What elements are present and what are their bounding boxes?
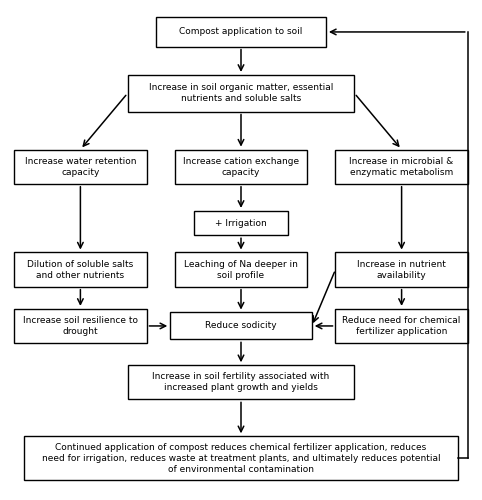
FancyBboxPatch shape (175, 150, 307, 184)
FancyBboxPatch shape (156, 18, 326, 46)
FancyBboxPatch shape (335, 252, 468, 286)
Text: + Irrigation: + Irrigation (215, 218, 267, 228)
Text: Continued application of compost reduces chemical fertilizer application, reduce: Continued application of compost reduces… (41, 442, 441, 474)
FancyBboxPatch shape (14, 252, 147, 286)
Text: Increase water retention
capacity: Increase water retention capacity (25, 156, 136, 177)
Text: Increase soil resilience to
drought: Increase soil resilience to drought (23, 316, 138, 336)
Text: Reduce sodicity: Reduce sodicity (205, 322, 277, 330)
FancyBboxPatch shape (335, 309, 468, 343)
FancyBboxPatch shape (175, 252, 307, 286)
FancyBboxPatch shape (194, 211, 288, 236)
Text: Leaching of Na deeper in
soil profile: Leaching of Na deeper in soil profile (184, 260, 298, 280)
Text: Increase in soil organic matter, essential
nutrients and soluble salts: Increase in soil organic matter, essenti… (149, 83, 333, 103)
FancyBboxPatch shape (128, 75, 354, 112)
FancyBboxPatch shape (24, 436, 458, 480)
Text: Dilution of soluble salts
and other nutrients: Dilution of soluble salts and other nutr… (27, 260, 134, 280)
Text: Compost application to soil: Compost application to soil (179, 28, 303, 36)
Text: Reduce need for chemical
fertilizer application: Reduce need for chemical fertilizer appl… (342, 316, 461, 336)
FancyBboxPatch shape (128, 365, 354, 400)
Text: Increase in nutrient
availability: Increase in nutrient availability (357, 260, 446, 280)
Text: Increase in soil fertility associated with
increased plant growth and yields: Increase in soil fertility associated wi… (152, 372, 330, 392)
Text: Increase in microbial &
enzymatic metabolism: Increase in microbial & enzymatic metabo… (349, 156, 454, 177)
FancyBboxPatch shape (335, 150, 468, 184)
FancyBboxPatch shape (170, 312, 312, 340)
Text: Increase cation exchange
capacity: Increase cation exchange capacity (183, 156, 299, 177)
FancyBboxPatch shape (14, 150, 147, 184)
FancyBboxPatch shape (14, 309, 147, 343)
